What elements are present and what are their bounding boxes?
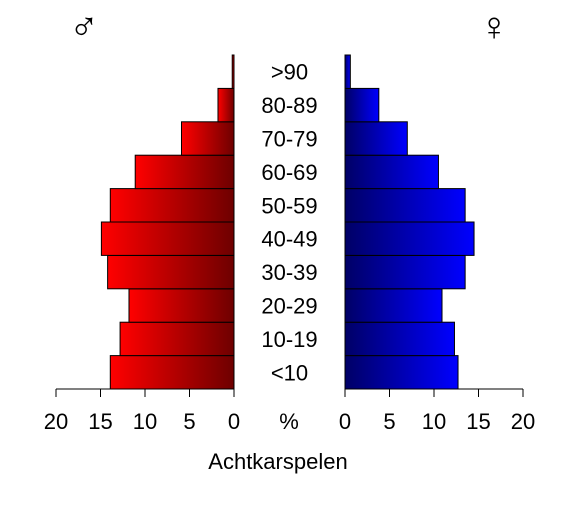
left-axis-tick-label-0: 0	[228, 409, 240, 434]
male-bar-8	[217, 87, 235, 123]
female-bar-7	[344, 121, 408, 156]
left-axis-tick-label-3: 15	[88, 409, 112, 434]
male-bar-9	[231, 54, 235, 89]
age-label-7: 70-79	[261, 127, 317, 152]
female-bar-8	[344, 87, 380, 123]
male-bar-6	[134, 154, 235, 190]
female-x-axis: 0 5 10 15 20	[339, 388, 535, 434]
right-axis-tick-label-2: 10	[422, 409, 446, 434]
right-axis-tick-label-1: 5	[383, 409, 395, 434]
female-bar-2	[344, 288, 443, 323]
male-bar-7	[180, 121, 235, 156]
male-bars	[100, 54, 235, 390]
female-bar-6	[344, 154, 439, 190]
age-label-0: <10	[271, 360, 308, 385]
female-bar-0	[344, 355, 459, 390]
male-x-axis: 0 5 10 15 20	[44, 388, 240, 434]
right-axis-tick-label-0: 0	[339, 409, 351, 434]
female-bar-5	[344, 188, 466, 223]
left-axis-tick-label-1: 5	[183, 409, 195, 434]
male-bar-5	[109, 188, 235, 223]
age-label-4: 40-49	[261, 227, 317, 252]
age-group-labels: <10 10-19 20-29 30-39 40-49 50-59 60-69 70-79 80…	[261, 60, 317, 386]
age-label-5: 50-59	[261, 193, 317, 218]
female-bar-3	[344, 254, 466, 290]
male-bar-4	[100, 221, 235, 256]
age-label-6: 60-69	[261, 160, 317, 185]
age-label-1: 10-19	[261, 327, 317, 352]
age-label-2: 20-29	[261, 294, 317, 319]
female-bar-1	[344, 321, 455, 357]
right-axis-tick-label-4: 20	[511, 409, 535, 434]
right-axis-tick-label-3: 15	[466, 409, 490, 434]
age-label-8: 80-89	[261, 93, 317, 118]
left-axis-tick-label-2: 10	[133, 409, 157, 434]
male-symbol: ♂	[69, 5, 99, 49]
female-bars	[344, 54, 475, 390]
female-symbol: ♀	[479, 5, 509, 49]
male-bar-1	[119, 321, 235, 357]
age-label-3: 30-39	[261, 260, 317, 285]
age-label-9: >90	[271, 60, 308, 85]
male-bar-0	[109, 355, 235, 390]
male-bar-3	[107, 254, 235, 290]
x-unit-label: %	[279, 409, 299, 434]
x-axis-title: Achtkarspelen	[208, 449, 347, 474]
male-bar-2	[128, 288, 235, 323]
female-bar-4	[344, 221, 475, 256]
female-bar-9	[344, 54, 351, 89]
left-axis-tick-label-4: 20	[44, 409, 68, 434]
